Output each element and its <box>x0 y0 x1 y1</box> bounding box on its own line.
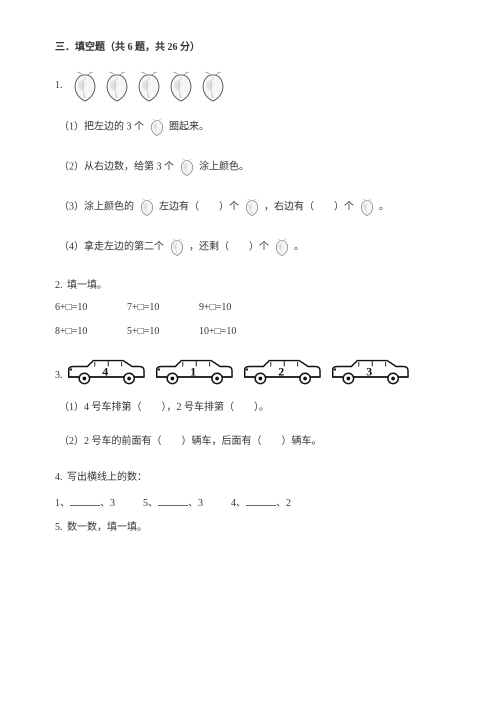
peach-icon <box>359 198 375 216</box>
q5-title: 数一数，填一填。 <box>67 522 147 533</box>
q1-sub2: （2）从右边数，给第 3 个 涂上颜色。 <box>59 158 445 176</box>
equation: 7+□=10 <box>127 300 199 316</box>
q4-title: 写出横线上的数： <box>67 472 147 483</box>
q5: 5. 数一数，填一填。 <box>55 520 445 536</box>
q1: 1. <box>55 70 445 102</box>
text: 左边有（ ）个 <box>159 201 239 212</box>
text: （1）把左边的 3 个 <box>59 121 144 132</box>
svg-text:4: 4 <box>102 364 108 378</box>
q2: 2. 填一填。 <box>55 278 445 294</box>
q4-num: 4. <box>55 470 63 486</box>
peach-icon <box>103 70 131 102</box>
q1-peach-row <box>71 70 231 102</box>
q1-sub4: （4）拿走左边的第二个 ，还剩（ ）个 。 <box>59 238 445 256</box>
equation-row: 6+□=107+□=109+□=10 <box>55 300 445 316</box>
page: 三．填空题（共 6 题，共 26 分） 1. （1）把左边的 3 <box>0 0 500 707</box>
car-icon: 2 <box>241 356 323 386</box>
q3: 3. 4 1 2 3 <box>55 352 445 400</box>
text: 。 <box>379 201 389 212</box>
svg-text:2: 2 <box>278 364 284 378</box>
equation: 5+□=10 <box>127 324 199 340</box>
peach-icon <box>199 70 227 102</box>
q3-car-row: 4 1 2 3 <box>65 356 411 386</box>
q2-rows: 6+□=107+□=109+□=10 8+□=105+□=1010+□=10 <box>55 300 445 340</box>
car-icon: 3 <box>329 356 411 386</box>
text: （3）涂上颜色的 <box>59 201 134 212</box>
q2-num: 2. <box>55 278 63 294</box>
peach-icon <box>135 70 163 102</box>
text: 涂上颜色。 <box>199 161 249 172</box>
car-icon: 1 <box>153 356 235 386</box>
peach-icon <box>71 70 99 102</box>
equation: 8+□=10 <box>55 324 127 340</box>
fill-blank[interactable] <box>70 496 100 506</box>
equation: 9+□=10 <box>199 300 271 316</box>
peach-icon <box>244 198 260 216</box>
svg-text:1: 1 <box>190 364 196 378</box>
text: 圈起来。 <box>169 121 209 132</box>
car-icon: 4 <box>65 356 147 386</box>
equation-row: 8+□=105+□=1010+□=10 <box>55 324 445 340</box>
fill-blank[interactable] <box>246 496 276 506</box>
section-title: 三．填空题（共 6 题，共 26 分） <box>55 40 445 56</box>
text: 。 <box>294 241 304 252</box>
q2-title: 填一填。 <box>67 280 107 291</box>
sequence-item: 5、、3 <box>143 496 203 512</box>
sequence-item: 4、、2 <box>231 496 291 512</box>
q1-sub3: （3）涂上颜色的 左边有（ ）个 ，右边有（ ）个 。 <box>59 198 445 216</box>
peach-icon <box>179 158 195 176</box>
equation: 10+□=10 <box>199 324 271 340</box>
q4-items: 1、、3 5、、3 4、、2 <box>55 496 445 512</box>
q3-sub2: （2）2 号车的前面有（ ）辆车，后面有（ ）辆车。 <box>59 434 445 450</box>
peach-icon <box>149 118 165 136</box>
q1-num: 1. <box>55 78 63 94</box>
fill-blank[interactable] <box>158 496 188 506</box>
peach-icon <box>139 198 155 216</box>
sequence-item: 1、、3 <box>55 496 115 512</box>
q1-sub1: （1）把左边的 3 个 圈起来。 <box>59 118 445 136</box>
equation: 6+□=10 <box>55 300 127 316</box>
peach-icon <box>169 238 185 256</box>
q5-num: 5. <box>55 520 63 536</box>
text: ，还剩（ ）个 <box>189 241 269 252</box>
q3-num: 3. <box>55 368 63 384</box>
text: （4）拿走左边的第二个 <box>59 241 164 252</box>
peach-icon <box>167 70 195 102</box>
text: （2）从右边数，给第 3 个 <box>59 161 174 172</box>
svg-text:3: 3 <box>366 364 372 378</box>
q4: 4. 写出横线上的数： <box>55 470 445 486</box>
text: ，右边有（ ）个 <box>264 201 354 212</box>
q3-sub1: （1）4 号车排第（ ），2 号车排第（ ）。 <box>59 400 445 416</box>
peach-icon <box>274 238 290 256</box>
